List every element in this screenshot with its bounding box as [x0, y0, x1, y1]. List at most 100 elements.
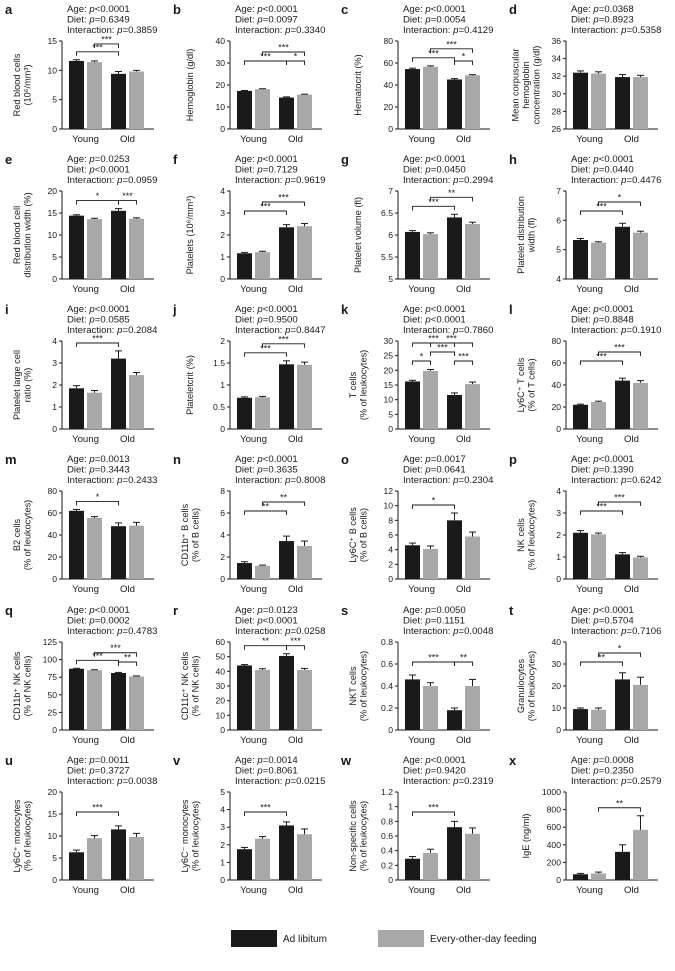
significance-label: **	[460, 653, 468, 663]
y-tick-label: 10	[215, 102, 225, 112]
y-axis-label: Granulocytes(% of leukocytes)	[516, 651, 537, 721]
significance-bracket	[430, 351, 455, 356]
y-tick-label: 6	[220, 508, 225, 518]
bar-old-ad-libitum	[447, 394, 462, 429]
y-tick-label: 2	[220, 230, 225, 240]
bar-old-ad-libitum	[615, 554, 630, 579]
stat-line: Interaction: p=0.4129	[403, 25, 493, 36]
bar-old-ad-libitum	[279, 97, 294, 129]
significance-label: **	[262, 636, 270, 646]
y-tick-label: 0	[388, 124, 393, 134]
stat-line: Age: p<0.0001	[403, 154, 466, 165]
y-axis-label: NKT cells(% of leukocytes)	[348, 651, 369, 721]
bar-old-every-other-day-feeding	[465, 536, 480, 579]
y-axis-label: Hemoglobin (g/dl)	[185, 49, 195, 122]
y-tick-label: 1	[388, 802, 393, 812]
stat-line: Age: p<0.0001	[403, 4, 466, 15]
stat-line: Interaction: p=0.8008	[235, 475, 325, 486]
significance-label: *	[420, 352, 424, 362]
y-tick-label: 10	[383, 395, 393, 405]
y-tick-label: 0.6	[381, 659, 393, 669]
significance-bracket	[262, 501, 305, 506]
y-tick-label: 10	[551, 703, 561, 713]
y-tick-label: 32	[551, 71, 561, 81]
bar-young-ad-libitum	[69, 60, 84, 129]
x-category-label: Young	[72, 284, 99, 295]
bar-young-every-other-day-feeding	[255, 89, 270, 129]
y-tick-label: 34	[551, 54, 561, 64]
significance-label: ***	[446, 334, 457, 344]
panel-letter: r	[173, 603, 178, 618]
bar-old-every-other-day-feeding	[465, 384, 480, 429]
bar-young-every-other-day-feeding	[591, 73, 606, 129]
y-tick-label: 6	[388, 230, 393, 240]
significance-bracket	[430, 342, 473, 347]
panel-letter: a	[5, 2, 13, 17]
panel-letter: q	[5, 603, 13, 618]
bar-old-every-other-day-feeding	[297, 669, 312, 730]
y-axis-label: Ly6C⁺ T cells(% of T cells)	[516, 357, 537, 412]
y-tick-label: 2	[220, 840, 225, 850]
y-tick-label: 2	[52, 380, 57, 390]
y-tick-label: 5.5	[381, 252, 393, 262]
significance-label: ***	[614, 343, 625, 353]
significance-bracket	[412, 661, 455, 666]
y-tick-label: 0	[220, 274, 225, 284]
bar-young-ad-libitum	[405, 679, 420, 730]
x-category-label: Young	[576, 434, 603, 445]
stat-line: Interaction: p=0.3859	[67, 25, 157, 36]
bar-young-every-other-day-feeding	[423, 548, 438, 579]
significance-bracket	[430, 196, 473, 202]
stat-line: Interaction: p=0.1910	[571, 325, 661, 336]
significance-bracket	[76, 659, 119, 665]
x-category-label: Old	[288, 134, 303, 145]
y-tick-label: 0.8	[381, 816, 393, 826]
significance-bracket	[580, 360, 623, 365]
y-tick-label: 40	[215, 36, 225, 46]
stat-line: Diet: p=0.8923	[571, 15, 634, 26]
stat-line: Diet: p<0.0001	[403, 315, 466, 326]
bar-young-ad-libitum	[237, 253, 252, 279]
y-tick-label: 0	[556, 875, 561, 885]
bar-young-ad-libitum	[237, 397, 252, 429]
significance-bracket	[430, 48, 473, 53]
y-tick-label: 5	[220, 787, 225, 797]
bar-old-every-other-day-feeding	[129, 375, 144, 429]
y-tick-label: 5	[52, 95, 57, 105]
y-tick-label: 5	[388, 274, 393, 284]
y-tick-label: 0.8	[381, 637, 393, 647]
bar-old-every-other-day-feeding	[465, 224, 480, 279]
stat-line: Interaction: p=0.6242	[571, 475, 661, 486]
significance-bracket	[118, 200, 137, 205]
stat-line: Interaction: p=0.7860	[403, 325, 493, 336]
significance-label: ***	[596, 202, 607, 212]
bar-young-every-other-day-feeding	[591, 873, 606, 880]
stat-line: Diet: p=0.3727	[67, 766, 130, 777]
y-tick-label: 80	[383, 36, 393, 46]
bar-old-every-other-day-feeding	[129, 525, 144, 579]
bar-old-every-other-day-feeding	[465, 686, 480, 730]
y-tick-label: 4	[220, 186, 225, 196]
bar-young-ad-libitum	[69, 510, 84, 579]
significance-label: *	[294, 52, 298, 62]
significance-label: **	[280, 493, 288, 503]
significance-label: ***	[92, 334, 103, 344]
x-category-label: Old	[456, 434, 471, 445]
significance-bracket	[244, 645, 287, 650]
bar-old-every-other-day-feeding	[297, 364, 312, 429]
y-tick-label: 7	[556, 186, 561, 196]
y-tick-label: 30	[215, 681, 225, 691]
y-tick-label: 800	[547, 805, 562, 815]
significance-label: ***	[596, 502, 607, 512]
bar-old-every-other-day-feeding	[633, 829, 648, 880]
significance-bracket	[262, 343, 305, 348]
bar-old-every-other-day-feeding	[633, 557, 648, 579]
stat-line: Age: p=0.0253	[67, 154, 130, 165]
y-tick-label: 6.5	[381, 208, 393, 218]
